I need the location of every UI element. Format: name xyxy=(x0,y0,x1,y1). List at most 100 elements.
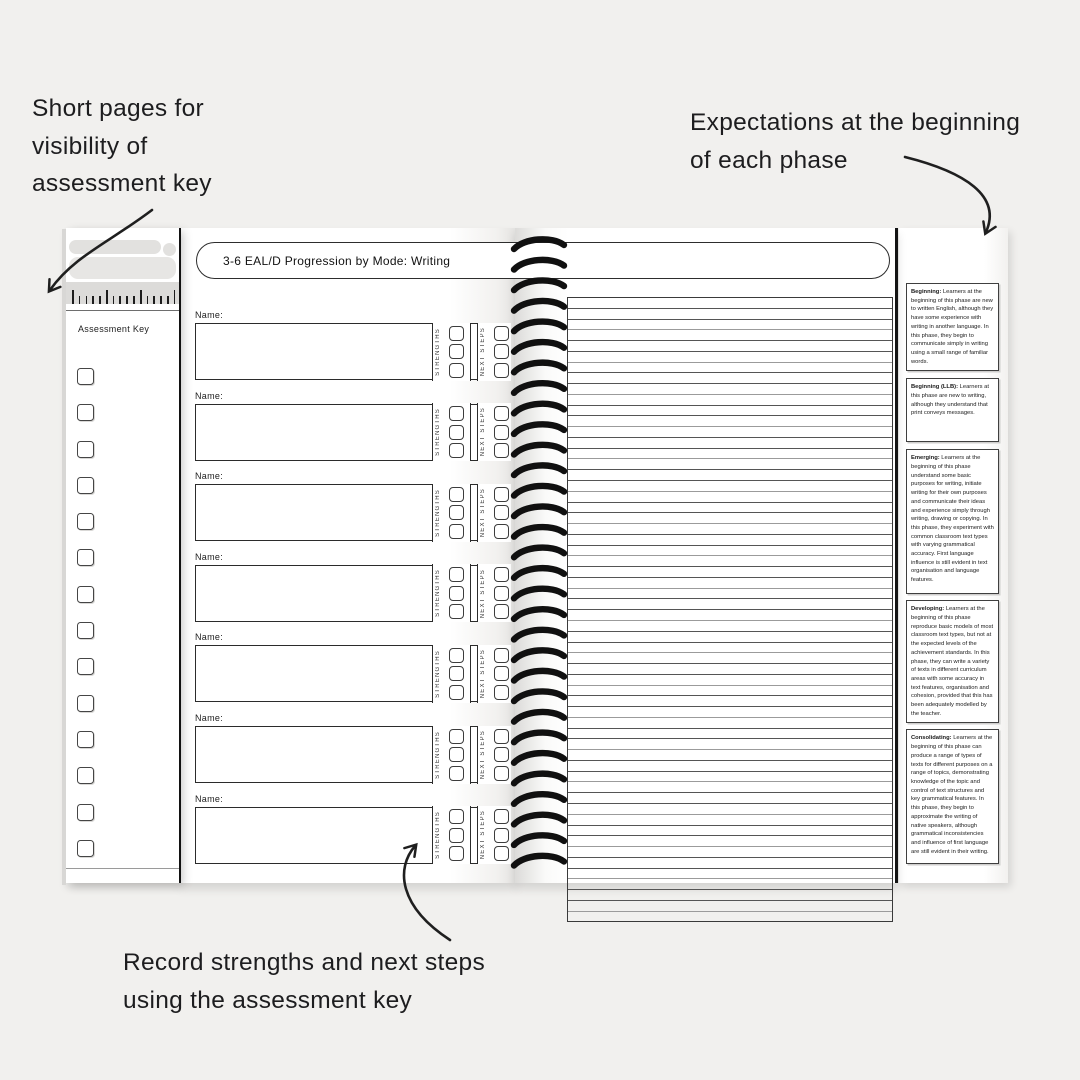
ruler-tick xyxy=(72,290,74,304)
assessment-key-checkbox[interactable] xyxy=(77,440,94,458)
strengths-checkbox[interactable] xyxy=(449,604,464,620)
coil-ring xyxy=(510,236,568,253)
next-steps-checkbox[interactable] xyxy=(494,684,509,700)
phase-title: Consolidating: xyxy=(911,735,952,742)
ruled-line xyxy=(568,772,892,783)
strengths-checkbox[interactable] xyxy=(449,684,464,700)
assessment-key-checkbox[interactable] xyxy=(77,658,94,676)
ruled-line xyxy=(568,503,892,514)
next-steps-checkbox[interactable] xyxy=(494,827,509,843)
coil-ring xyxy=(510,708,568,725)
ruled-line xyxy=(568,750,892,761)
strengths-checkbox[interactable] xyxy=(449,827,464,843)
next-steps-checkbox[interactable] xyxy=(494,406,509,422)
next-steps-checkbox[interactable] xyxy=(494,362,509,378)
annotation-line: using the assessment key xyxy=(123,986,413,1014)
record-box[interactable]: STRENGTHS NEXT STEPS xyxy=(195,806,511,865)
record-box[interactable]: STRENGTHS NEXT STEPS xyxy=(195,725,511,784)
strengths-checkbox[interactable] xyxy=(449,846,464,862)
assessment-key-checkbox[interactable] xyxy=(77,694,94,712)
next-steps-checkbox[interactable] xyxy=(494,585,509,601)
strengths-checkbox[interactable] xyxy=(449,666,464,682)
record-section: Name: STRENGTHS NEXT STEPS xyxy=(181,713,517,784)
assessment-key-checkbox[interactable] xyxy=(77,585,94,603)
assessment-key-checkbox[interactable] xyxy=(77,368,94,385)
ruler-tick xyxy=(105,290,108,304)
strengths-checkbox[interactable] xyxy=(449,647,464,663)
strengths-checkbox[interactable] xyxy=(449,443,464,459)
next-steps-checkbox[interactable] xyxy=(494,809,509,825)
ruled-line xyxy=(568,761,892,772)
next-steps-checkbox[interactable] xyxy=(494,325,509,341)
ruled-writing-area[interactable] xyxy=(567,297,893,923)
annotation-line: Short pages for xyxy=(32,95,205,122)
strengths-checkbox[interactable] xyxy=(449,765,464,781)
next-steps-checkbox[interactable] xyxy=(494,567,509,583)
assessment-key-checkbox[interactable] xyxy=(77,476,94,494)
strengths-checkbox[interactable] xyxy=(449,406,464,422)
ruled-line xyxy=(568,718,892,729)
next-steps-checkbox[interactable] xyxy=(494,443,509,459)
ruled-line xyxy=(568,330,892,342)
assessment-key-checkbox[interactable] xyxy=(77,839,94,857)
ruled-line xyxy=(568,492,892,503)
ruled-line xyxy=(568,815,892,826)
next-steps-checkbox[interactable] xyxy=(494,846,509,862)
ruled-line xyxy=(568,836,892,848)
strengths-checkbox[interactable] xyxy=(449,362,464,378)
next-steps-checkbox[interactable] xyxy=(494,505,509,521)
coil-ring xyxy=(510,421,568,438)
phase-text: Learners at this phase are new to writin… xyxy=(911,384,989,417)
assessment-key-checkbox[interactable] xyxy=(77,622,94,640)
ruled-line xyxy=(568,664,892,675)
phase-title: Beginning: xyxy=(911,289,942,295)
strengths-checkbox[interactable] xyxy=(449,585,464,601)
strengths-checkbox[interactable] xyxy=(449,424,464,440)
coil-ring xyxy=(510,400,568,417)
ruled-line xyxy=(568,341,892,352)
ruled-line xyxy=(568,556,892,568)
strengths-checkbox[interactable] xyxy=(449,505,464,521)
record-box[interactable]: STRENGTHS NEXT STEPS xyxy=(195,322,511,381)
next-steps-checkbox[interactable] xyxy=(494,344,509,359)
strengths-checkbox[interactable] xyxy=(449,344,464,359)
strengths-checkbox[interactable] xyxy=(449,567,464,583)
assessment-key-checkbox[interactable] xyxy=(77,404,94,422)
record-box[interactable]: STRENGTHS NEXT STEPS xyxy=(195,564,511,623)
next-steps-label: NEXT STEPS xyxy=(480,326,486,377)
ruled-line xyxy=(568,643,892,654)
assessment-key-checkbox[interactable] xyxy=(77,730,94,748)
divider xyxy=(66,310,179,311)
strengths-checkbox[interactable] xyxy=(449,809,464,825)
ruled-line xyxy=(568,869,892,880)
assessment-key-checkbox[interactable] xyxy=(77,767,94,785)
strengths-checkbox[interactable] xyxy=(449,523,464,539)
strengths-checkboxes xyxy=(449,728,464,781)
strengths-checkbox[interactable] xyxy=(449,325,464,341)
strengths-checkbox[interactable] xyxy=(449,486,464,502)
next-steps-checkbox[interactable] xyxy=(494,747,509,762)
coil-ring xyxy=(510,277,568,294)
record-box[interactable]: STRENGTHS NEXT STEPS xyxy=(195,403,511,462)
next-steps-checkbox[interactable] xyxy=(494,647,509,663)
assessment-key-checkbox[interactable] xyxy=(77,549,94,567)
assessment-key-checkbox[interactable] xyxy=(77,513,94,531)
next-steps-checkbox[interactable] xyxy=(494,486,509,502)
next-steps-checkbox[interactable] xyxy=(494,666,509,682)
record-box[interactable]: STRENGTHS NEXT STEPS xyxy=(195,644,511,703)
strengths-checkbox[interactable] xyxy=(449,728,464,744)
strengths-checkbox[interactable] xyxy=(449,747,464,762)
next-steps-checkbox[interactable] xyxy=(494,424,509,440)
strengths-cell: STRENGTHS xyxy=(432,644,471,703)
next-steps-checkbox[interactable] xyxy=(494,523,509,539)
coil-ring xyxy=(510,667,568,684)
annotation-short-pages: Short pages for visibility of assessment… xyxy=(32,90,212,203)
next-steps-checkbox[interactable] xyxy=(494,728,509,744)
assessment-key-checkbox[interactable] xyxy=(77,803,94,821)
ruled-line xyxy=(568,782,892,794)
page-title: 3-6 EAL/D Progression by Mode: Writing xyxy=(223,253,451,268)
ruled-line xyxy=(568,309,892,320)
record-box[interactable]: STRENGTHS NEXT STEPS xyxy=(195,483,511,542)
next-steps-checkbox[interactable] xyxy=(494,604,509,620)
next-steps-checkbox[interactable] xyxy=(494,765,509,781)
